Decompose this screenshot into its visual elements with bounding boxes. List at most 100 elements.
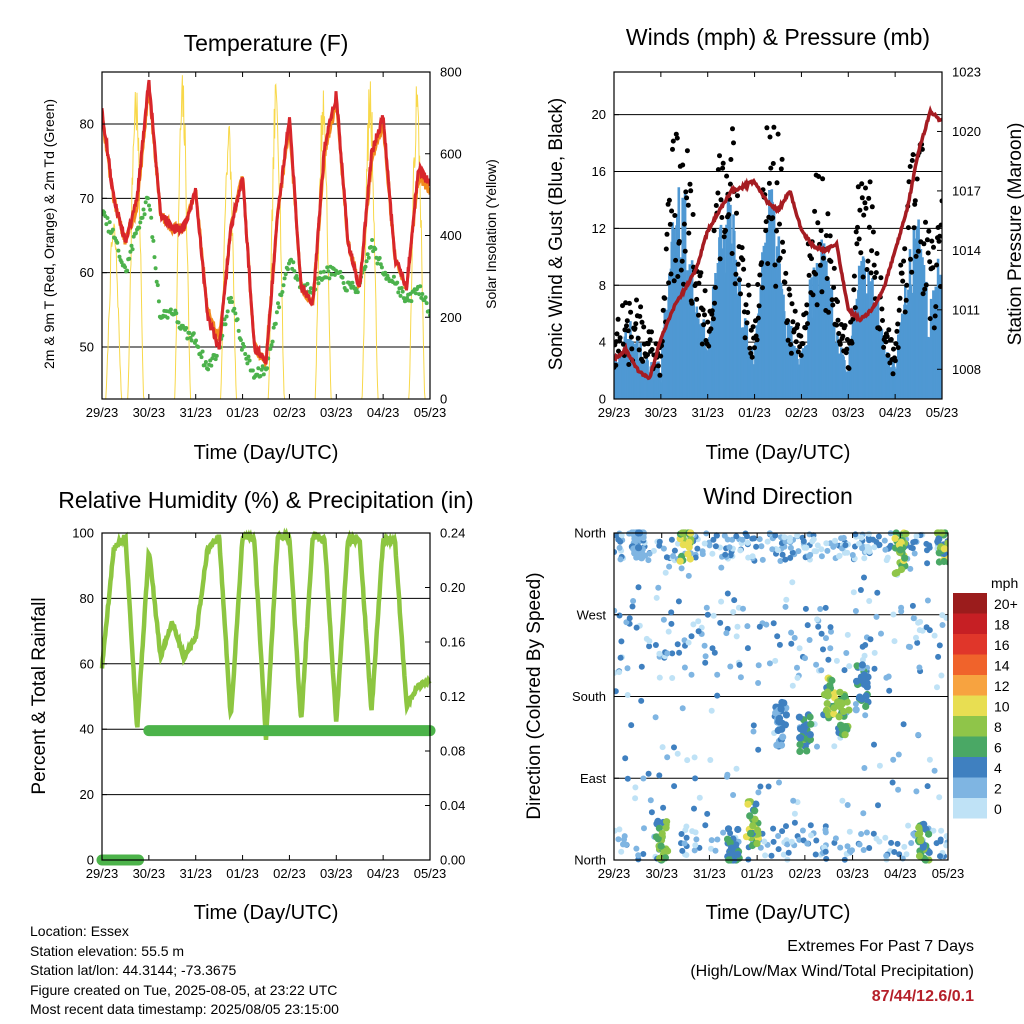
gust-point xyxy=(727,181,733,187)
dewpoint-point xyxy=(125,268,130,273)
direction-point xyxy=(696,794,703,801)
direction-point xyxy=(924,560,931,567)
gust-point xyxy=(870,229,876,235)
gust-point xyxy=(673,131,679,137)
direction-point xyxy=(876,541,883,548)
gust-point xyxy=(777,255,783,261)
direction-point xyxy=(730,609,737,615)
gust-point xyxy=(869,248,875,254)
direction-point xyxy=(671,783,678,790)
y-tick-label: South xyxy=(572,689,606,704)
wind-xlabel: Time (Day/UTC) xyxy=(706,442,851,464)
legend-swatch xyxy=(953,716,987,737)
legend-label: 10 xyxy=(994,699,1010,715)
dewpoint-point xyxy=(409,299,414,304)
gust-point xyxy=(645,352,650,358)
gust-point xyxy=(639,319,645,325)
dewpoint-point xyxy=(268,346,273,351)
direction-point xyxy=(925,830,933,838)
gust-point xyxy=(798,353,804,358)
temperature-ylabel-left: 2m & 9m T (Red, Orange) & 2m Td (Green) xyxy=(41,99,57,369)
dewpoint-point xyxy=(235,317,240,322)
gust-point xyxy=(857,207,863,213)
direction-point xyxy=(828,676,836,685)
direction-point xyxy=(873,613,880,620)
direction-point xyxy=(919,843,927,851)
x-tick-label: 29/23 xyxy=(86,405,119,420)
direction-point xyxy=(866,845,873,851)
direction-point xyxy=(626,615,633,622)
direction-point xyxy=(891,638,898,645)
gust-point xyxy=(717,153,722,159)
gust-point xyxy=(662,295,668,301)
direction-point xyxy=(744,623,751,630)
dewpoint-point xyxy=(327,276,332,281)
dewpoint-point xyxy=(194,338,198,343)
direction-point xyxy=(724,773,730,780)
x-tick-label: 29/23 xyxy=(86,866,119,881)
y2-tick-label: 0.00 xyxy=(440,853,465,868)
direction-point xyxy=(683,823,690,830)
y-tick-label: 50 xyxy=(80,339,94,354)
direction-title: Wind Direction xyxy=(703,483,853,509)
direction-point xyxy=(753,839,761,848)
direction-point xyxy=(785,849,792,856)
gust-point xyxy=(669,208,675,214)
direction-point xyxy=(638,663,645,670)
dewpoint-point xyxy=(242,344,247,349)
direction-point xyxy=(690,621,697,628)
dewpoint-point xyxy=(338,269,343,274)
plot-frame xyxy=(613,71,943,400)
gust-point xyxy=(787,292,793,298)
direction-point xyxy=(870,830,877,837)
direction-point xyxy=(718,564,725,571)
dewpoint-point xyxy=(426,309,430,314)
dewpoint-point xyxy=(417,292,422,297)
dewpoint-point xyxy=(294,274,299,278)
direction-point xyxy=(857,587,864,593)
dewpoint-point xyxy=(247,358,252,363)
direction-point xyxy=(730,792,737,798)
direction-point xyxy=(936,794,943,801)
direction-point xyxy=(750,722,757,729)
direction-point xyxy=(781,721,790,729)
gust-point xyxy=(809,256,814,262)
dewpoint-point xyxy=(232,306,237,311)
direction-point xyxy=(827,645,834,652)
direction-point xyxy=(910,831,917,837)
direction-point xyxy=(709,645,716,652)
direction-point xyxy=(777,558,784,564)
direction-point xyxy=(779,828,786,835)
direction-point xyxy=(753,543,760,550)
gust-point xyxy=(715,167,721,173)
dewpoint-point xyxy=(236,328,241,333)
gust-point xyxy=(688,188,694,194)
dewpoint-point xyxy=(199,355,204,360)
gust-point xyxy=(629,346,635,352)
y-tick-label: 4 xyxy=(599,335,606,350)
direction-point xyxy=(774,547,781,554)
direction-point xyxy=(692,775,699,782)
gust-point xyxy=(687,181,693,187)
gust-point xyxy=(638,304,644,310)
extremes-heading: Extremes For Past 7 Days xyxy=(787,938,974,955)
direction-xlabel: Time (Day/UTC) xyxy=(706,902,851,924)
dewpoint-point xyxy=(184,326,189,330)
gust-point xyxy=(686,230,692,236)
gust-point xyxy=(735,261,741,267)
direction-point xyxy=(905,822,912,829)
direction-point xyxy=(641,825,647,832)
direction-point xyxy=(688,671,695,678)
dewpoint-point xyxy=(155,283,160,288)
direction-point xyxy=(669,675,676,681)
gust-point xyxy=(775,131,781,137)
direction-point xyxy=(916,829,924,838)
gust-point xyxy=(793,339,799,345)
direction-point xyxy=(787,544,794,551)
direction-point xyxy=(886,687,893,694)
gust-point xyxy=(657,372,663,378)
direction-point xyxy=(843,650,850,656)
direction-point xyxy=(827,540,834,547)
gust-point xyxy=(851,287,857,293)
gust-point xyxy=(892,358,898,364)
